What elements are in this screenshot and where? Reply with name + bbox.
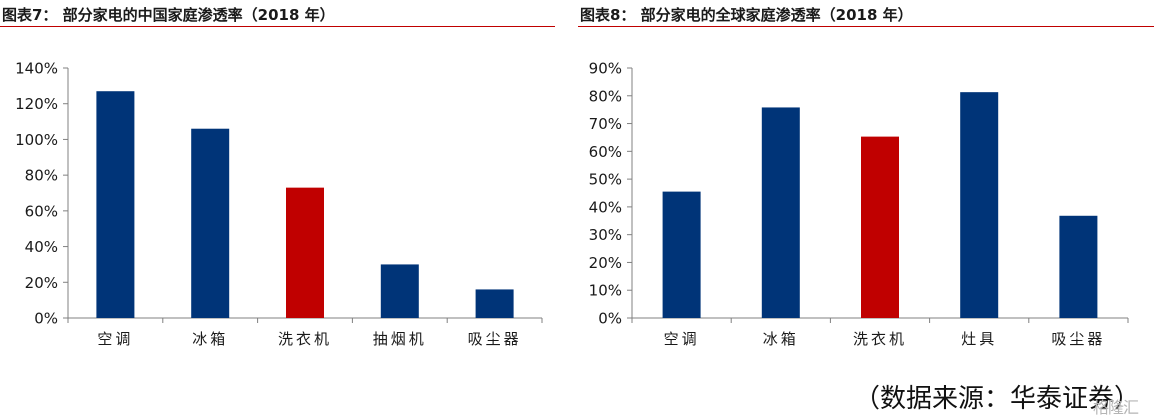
y-tick-label: 90% — [589, 60, 622, 78]
bar-抽烟机 — [380, 264, 419, 318]
bar-洗衣机 — [861, 136, 899, 318]
figure-title: 图表7： 部分家电的中国家庭渗透率（2018 年） — [2, 6, 335, 24]
y-tick-label: 40% — [589, 198, 622, 216]
china-penetration-figure: 图表7： 部分家电的中国家庭渗透率（2018 年） 0% 20% 40% 60% 80%… — [0, 0, 555, 380]
x-tick-label: 抽烟机 — [373, 330, 427, 348]
title-rule — [578, 26, 1154, 27]
title-rule — [0, 26, 555, 27]
bar-空调 — [96, 91, 135, 318]
x-tick-label: 灶具 — [961, 330, 997, 348]
x-tick-label: 洗衣机 — [853, 330, 907, 348]
y-tick-label: 120% — [15, 95, 58, 113]
y-tick-label: 20% — [25, 274, 58, 292]
watermark: 格隆汇 — [1092, 398, 1139, 417]
china-penetration-chart: 0% 20% 40% 60% 80% 100% 120% 140% 空调 冰箱 洗衣机 抽烟机 吸尘器 — [15, 60, 543, 348]
bar-空调 — [662, 191, 701, 318]
y-tick-label: 40% — [25, 238, 58, 256]
y-tick-label: 0% — [598, 310, 622, 328]
y-tick-label: 60% — [589, 143, 622, 161]
y-tick-label: 70% — [589, 115, 622, 133]
y-tick-label: 140% — [15, 60, 58, 78]
y-tick-label: 50% — [589, 171, 622, 189]
y-tick-label: 60% — [25, 202, 58, 220]
y-tick-label: 20% — [589, 254, 622, 272]
y-tick-label: 0% — [34, 310, 58, 328]
bar-灶具 — [960, 92, 999, 319]
x-tick-label: 空调 — [664, 330, 700, 348]
x-tick-label: 洗衣机 — [278, 330, 332, 348]
y-tick-label: 10% — [589, 282, 622, 300]
bar-吸尘器 — [475, 289, 514, 318]
figure-title: 图表8： 部分家电的全球家庭渗透率（2018 年） — [580, 6, 913, 24]
bar-冰箱 — [191, 128, 230, 318]
bar-吸尘器 — [1059, 215, 1098, 318]
y-tick-label: 30% — [589, 226, 622, 244]
bar-洗衣机 — [286, 187, 324, 318]
x-tick-label: 冰箱 — [763, 330, 799, 348]
x-tick-label: 冰箱 — [192, 330, 228, 348]
y-tick-label: 80% — [589, 87, 622, 105]
x-tick-label: 吸尘器 — [1051, 330, 1105, 348]
y-tick-label: 100% — [15, 131, 58, 149]
x-tick-label: 吸尘器 — [468, 330, 522, 348]
x-tick-label: 空调 — [97, 330, 133, 348]
global-penetration-figure: 图表8： 部分家电的全球家庭渗透率（2018 年） 0% 10% 20% 30% 40%… — [578, 0, 1154, 380]
data-source-note: （数据来源：华泰证券） — [853, 384, 1140, 414]
global-penetration-chart: 0% 10% 20% 30% 40% 50% 60% 70% 80% 90% 空调 冰箱 洗衣机 灶具 吸尘… — [589, 60, 1129, 348]
bar-冰箱 — [761, 107, 800, 318]
y-tick-label: 80% — [25, 167, 58, 185]
